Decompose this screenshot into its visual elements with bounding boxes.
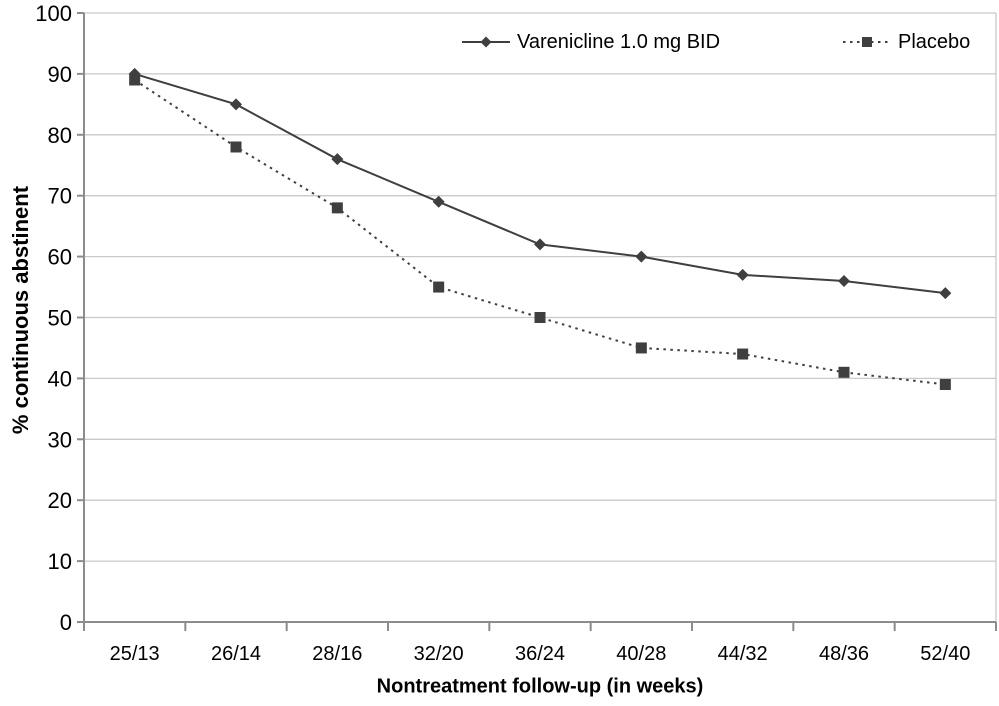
marker-placebo-28/16 xyxy=(331,202,343,214)
y-tick-label-100: 100 xyxy=(35,1,72,26)
legend-label-placebo: Placebo xyxy=(898,30,971,53)
marker-placebo-40/28 xyxy=(635,342,647,354)
marker-varenicline-36/24 xyxy=(534,238,546,251)
marker-placebo-25/13 xyxy=(129,74,141,86)
marker-varenicline-48/36 xyxy=(838,274,850,287)
varenicline-solid-diamond-icon xyxy=(462,36,510,48)
x-tick-label-32/20: 32/20 xyxy=(414,643,464,665)
x-tick-label-26/14: 26/14 xyxy=(211,643,261,665)
series-line-varenicline xyxy=(134,72,946,295)
y-tick-label-10: 10 xyxy=(48,549,72,574)
marker-placebo-26/14 xyxy=(230,141,242,153)
legend-item-varenicline: Varenicline 1.0 mg BID xyxy=(462,31,720,53)
marker-varenicline-40/28 xyxy=(635,250,648,263)
marker-varenicline-28/16 xyxy=(331,153,344,166)
x-tick-label-28/16: 28/16 xyxy=(312,643,362,665)
x-axis-title: Nontreatment follow-up (in weeks) xyxy=(376,675,704,698)
y-tick-label-0: 0 xyxy=(60,610,72,635)
y-tick-label-40: 40 xyxy=(48,366,72,391)
y-tick-label-70: 70 xyxy=(48,184,72,209)
x-tick-label-36/24: 36/24 xyxy=(515,643,565,665)
marker-placebo-32/20 xyxy=(433,281,445,293)
legend-label-varenicline: Varenicline 1.0 mg BID xyxy=(517,30,721,53)
x-tick-label-40/28: 40/28 xyxy=(616,643,666,665)
y-tick-label-20: 20 xyxy=(48,488,72,513)
placebo-dotted-square-icon xyxy=(843,37,891,47)
marker-placebo-36/24 xyxy=(534,312,546,323)
legend-item-placebo: Placebo xyxy=(843,31,970,53)
marker-placebo-48/36 xyxy=(838,366,850,378)
x-tick-label-52/40: 52/40 xyxy=(920,643,970,665)
y-tick-label-90: 90 xyxy=(48,62,72,87)
marker-varenicline-26/14 xyxy=(230,98,242,111)
y-tick-label-30: 30 xyxy=(48,427,72,452)
y-axis-title: % continuous abstinent xyxy=(8,185,33,435)
x-tick-label-44/32: 44/32 xyxy=(718,643,768,665)
y-tick-label-60: 60 xyxy=(48,245,72,270)
marker-varenicline-32/20 xyxy=(432,195,445,208)
x-tick-label-25/13: 25/13 xyxy=(110,643,160,665)
marker-varenicline-52/40 xyxy=(939,287,952,300)
y-tick-label-50: 50 xyxy=(48,306,72,331)
x-tick-label-48/36: 48/36 xyxy=(819,643,869,665)
marker-placebo-44/32 xyxy=(737,348,749,360)
marker-placebo-52/40 xyxy=(939,378,951,390)
y-tick-label-80: 80 xyxy=(48,123,72,148)
series-line-placebo xyxy=(134,79,946,386)
marker-varenicline-44/32 xyxy=(736,268,749,281)
